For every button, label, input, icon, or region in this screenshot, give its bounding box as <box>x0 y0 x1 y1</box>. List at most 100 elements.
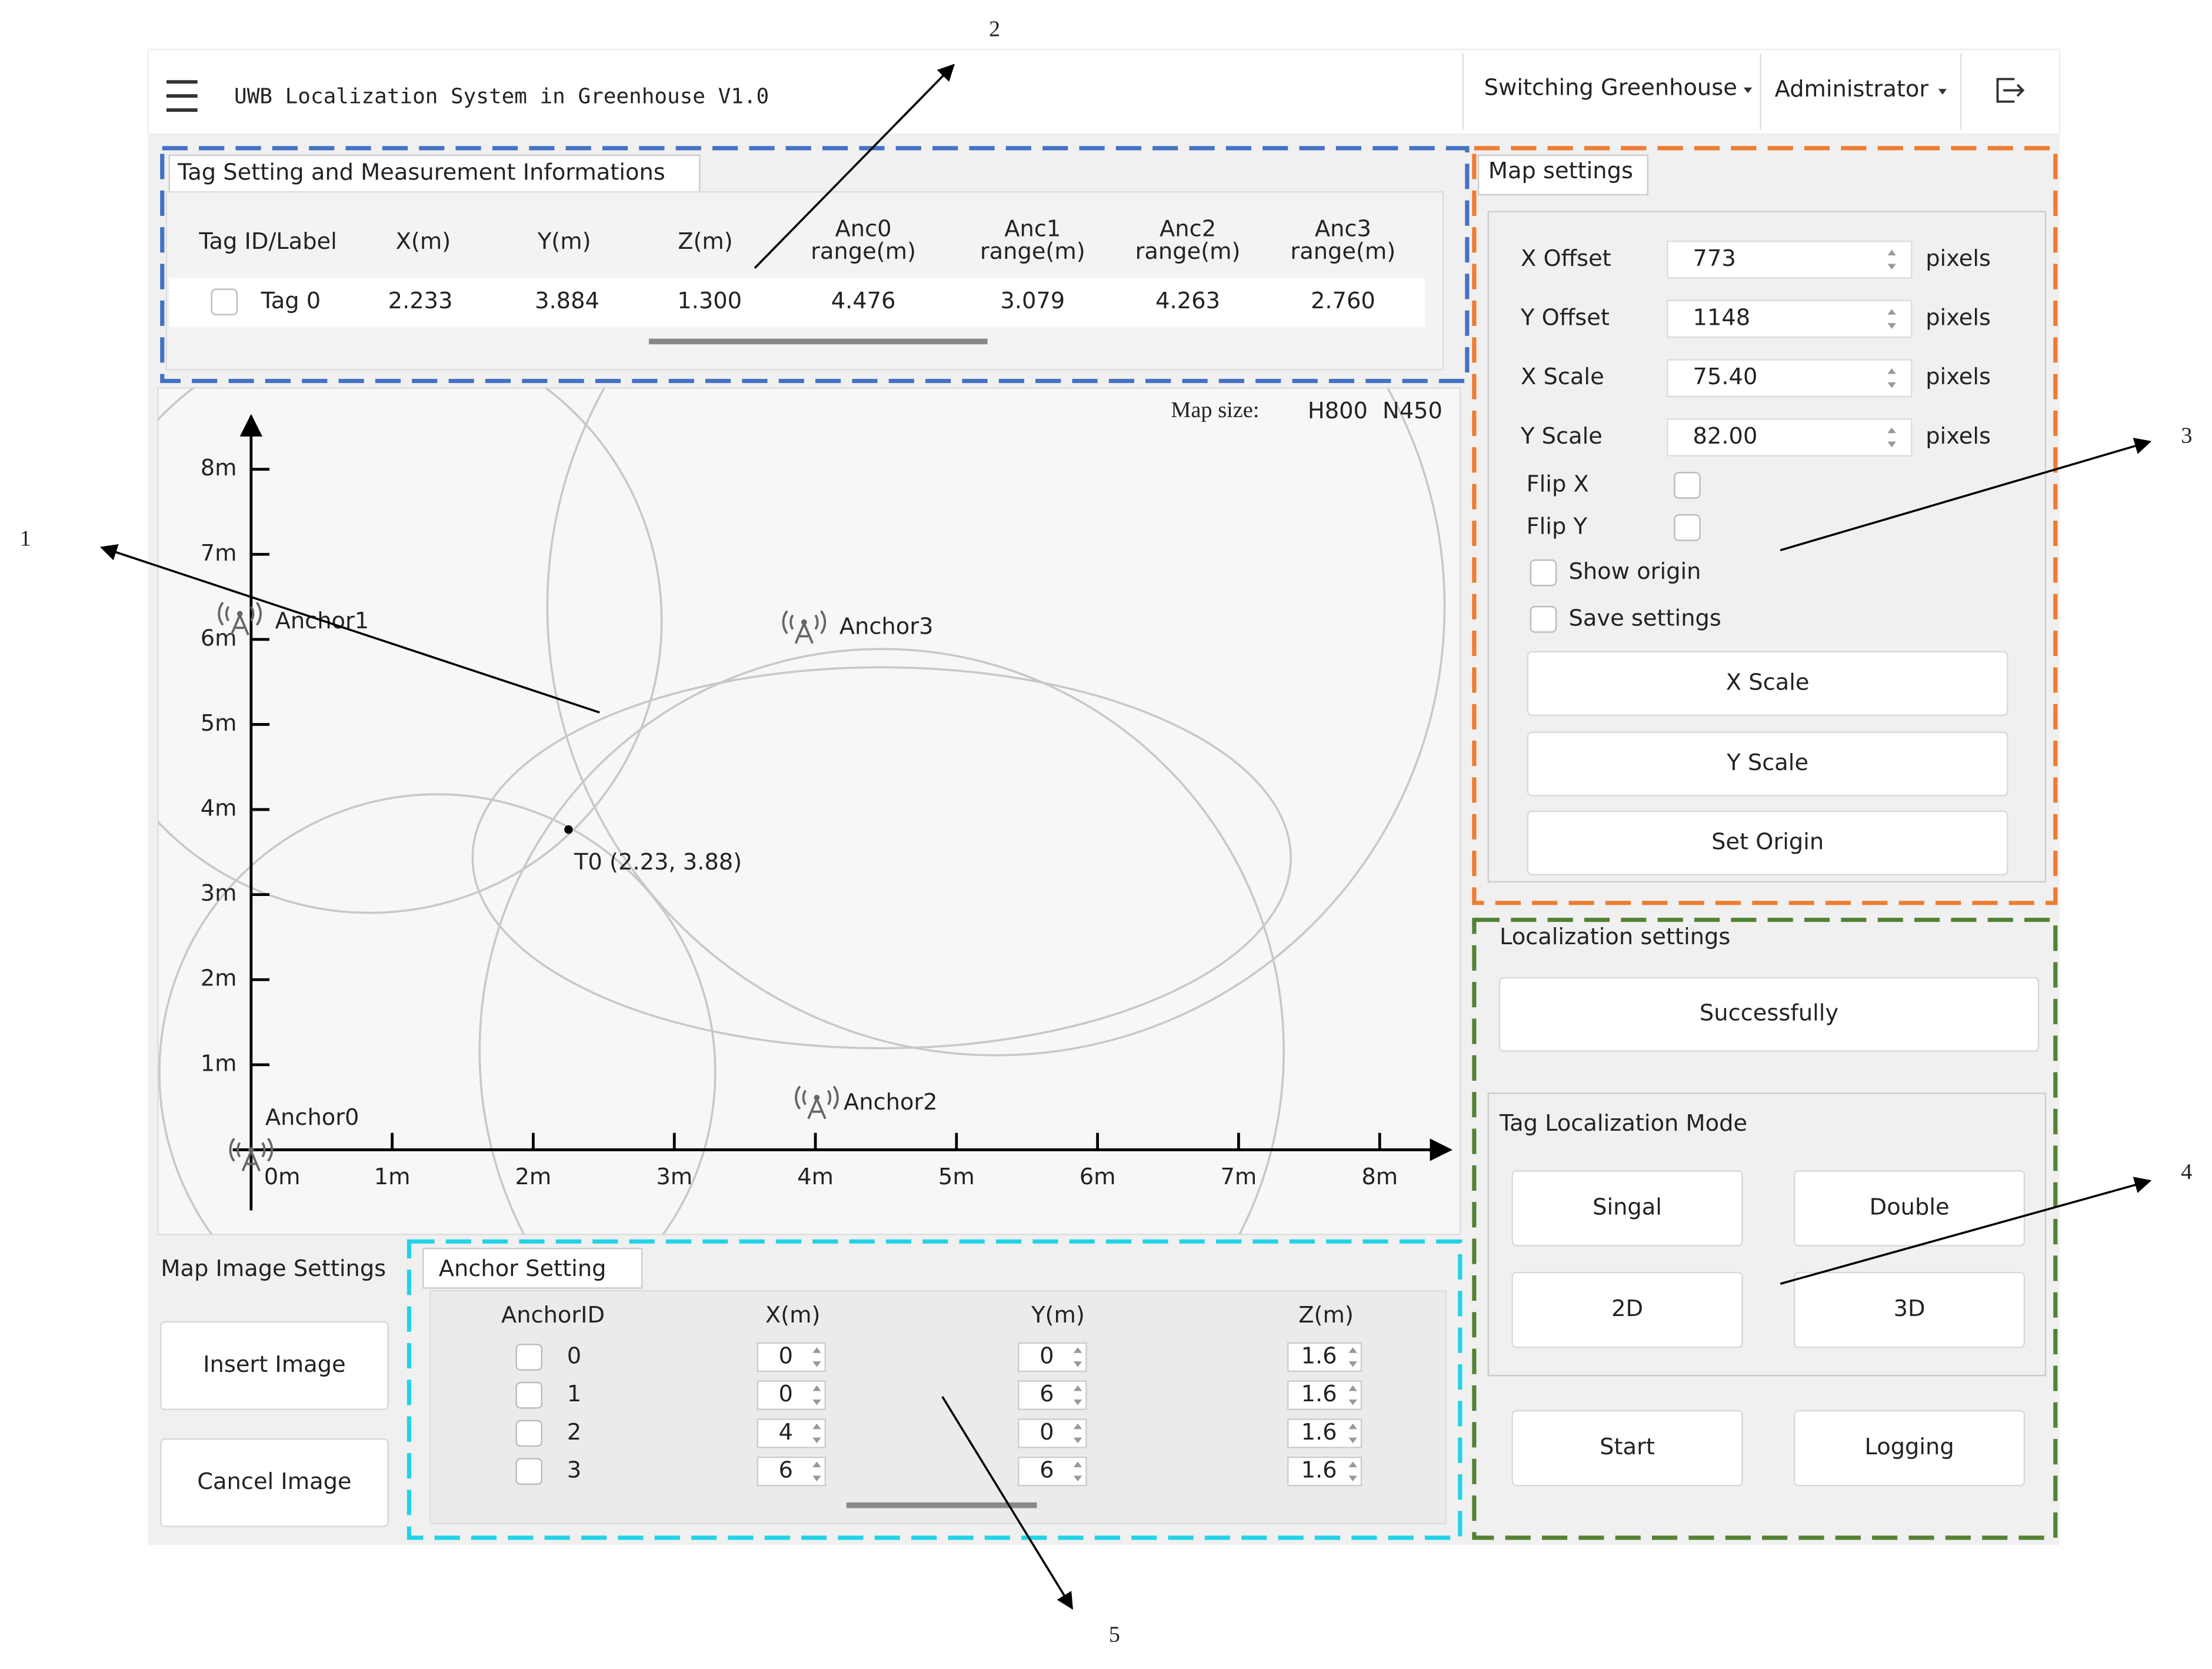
cell: 1.300 <box>677 288 742 314</box>
checkbox[interactable] <box>1530 559 1557 587</box>
menu-admin[interactable]: Administrator <box>1775 76 1929 102</box>
checkbox[interactable] <box>515 1420 543 1447</box>
table-row <box>169 278 1425 328</box>
cell: Tag 0 <box>261 288 321 314</box>
spinbox[interactable] <box>757 1380 827 1410</box>
button[interactable] <box>1794 1410 2026 1487</box>
spin-arrows <box>1348 1347 1357 1367</box>
tab-label: Map settings <box>1488 158 1633 184</box>
spinbox[interactable] <box>1018 1380 1087 1410</box>
mode-button[interactable] <box>1794 1170 2026 1247</box>
spin-arrows <box>1887 309 1896 329</box>
spin-arrows <box>1073 1347 1082 1367</box>
cell: 2.233 <box>388 288 453 314</box>
field-value: 75.40 <box>1693 364 1758 390</box>
column-header: range(m) <box>811 238 916 265</box>
checkbox[interactable] <box>1674 514 1701 541</box>
anchor-icon <box>782 610 827 644</box>
checkbox[interactable] <box>515 1458 543 1485</box>
mode-button[interactable] <box>1511 1170 1743 1247</box>
button[interactable] <box>1527 810 2008 876</box>
checkbox[interactable] <box>515 1381 543 1409</box>
spinbox[interactable] <box>1287 1380 1362 1410</box>
column-header: range(m) <box>1135 238 1241 265</box>
column-header: range(m) <box>1290 238 1395 265</box>
checkbox[interactable] <box>515 1344 543 1371</box>
mode-button-label: 3D <box>1894 1295 1925 1322</box>
spinbox-value: 1.6 <box>1301 1457 1337 1484</box>
input[interactable] <box>1667 240 1913 279</box>
input[interactable] <box>1667 359 1913 398</box>
tab <box>422 1248 643 1289</box>
cell: 2 <box>567 1419 581 1445</box>
spinbox[interactable] <box>1018 1457 1087 1487</box>
button[interactable] <box>160 1438 389 1527</box>
spinbox-value: 0 <box>1040 1342 1054 1369</box>
checkbox[interactable] <box>1674 472 1701 499</box>
checkbox-label: Save settings <box>1569 605 1721 631</box>
dropdown-arrow <box>1938 89 1947 95</box>
column-header: X(m) <box>396 228 451 255</box>
section-title: Tag Localization Mode <box>1499 1110 1747 1137</box>
callout-number: 1 <box>20 526 31 551</box>
spinbox[interactable] <box>1018 1342 1087 1372</box>
spin-arrows <box>1073 1423 1082 1444</box>
spinbox[interactable] <box>1287 1457 1362 1487</box>
spinbox[interactable] <box>757 1457 827 1487</box>
field-label: X Scale <box>1521 364 1604 390</box>
mode-button[interactable] <box>1511 1271 1743 1348</box>
spinbox-value: 0 <box>778 1381 792 1407</box>
anchor-icon-dot <box>801 619 807 625</box>
column-header: range(m) <box>980 238 1085 265</box>
spinbox-value: 6 <box>1040 1457 1054 1484</box>
mode-button[interactable] <box>1794 1271 2026 1348</box>
field-value: 1148 <box>1693 305 1751 331</box>
anchor-label: Anchor3 <box>840 614 934 640</box>
map-size-value: N450 <box>1382 398 1443 424</box>
spinbox[interactable] <box>1287 1342 1362 1372</box>
menu-greenhouse[interactable]: Switching Greenhouse <box>1484 75 1737 101</box>
cell: 1 <box>567 1381 581 1407</box>
spin-arrows <box>1348 1423 1357 1444</box>
x-tick-label: 3m <box>656 1164 692 1190</box>
map-size-label: Map size: <box>1171 398 1259 422</box>
panel-outline <box>1472 146 2058 905</box>
button[interactable] <box>160 1321 389 1410</box>
column-header: Anc3 <box>1315 215 1371 242</box>
spinbox[interactable] <box>1287 1418 1362 1448</box>
callout-number: 3 <box>2181 423 2192 448</box>
status-button-label: Successfully <box>1700 1000 1838 1027</box>
tab <box>168 154 701 193</box>
column-header: Y(m) <box>537 228 591 255</box>
button[interactable] <box>1511 1410 1743 1487</box>
column-header: X(m) <box>765 1302 821 1328</box>
dropdown-arrow <box>1743 87 1753 94</box>
cell: 3.884 <box>535 288 599 314</box>
spin-arrows <box>1887 427 1896 448</box>
spinbox[interactable] <box>1018 1418 1087 1448</box>
logout-icon[interactable] <box>1996 78 2025 103</box>
spinbox[interactable] <box>757 1418 827 1448</box>
input[interactable] <box>1667 418 1913 457</box>
spin-arrows <box>812 1347 821 1367</box>
section-title: Localization settings <box>1500 924 1730 950</box>
range-circle <box>546 388 1446 1057</box>
checkbox-label: Show origin <box>1569 558 1701 585</box>
panel-outline <box>160 146 1470 384</box>
spinbox[interactable] <box>757 1342 827 1372</box>
checkbox[interactable] <box>1530 606 1557 633</box>
anchor-icon <box>218 601 262 635</box>
input[interactable] <box>1667 299 1913 338</box>
map-size-value: H800 <box>1308 398 1368 424</box>
button[interactable] <box>1527 731 2008 797</box>
status-button[interactable] <box>1498 977 2040 1052</box>
checkbox[interactable] <box>211 288 238 316</box>
button[interactable] <box>1527 651 2008 717</box>
column-header: Anc1 <box>1004 215 1061 242</box>
spin-arrows <box>1073 1461 1082 1481</box>
mode-button-label: 2D <box>1611 1295 1643 1322</box>
field-label: X Offset <box>1521 245 1611 272</box>
column-header: Anc0 <box>835 215 892 242</box>
spin-arrows <box>1887 249 1896 270</box>
